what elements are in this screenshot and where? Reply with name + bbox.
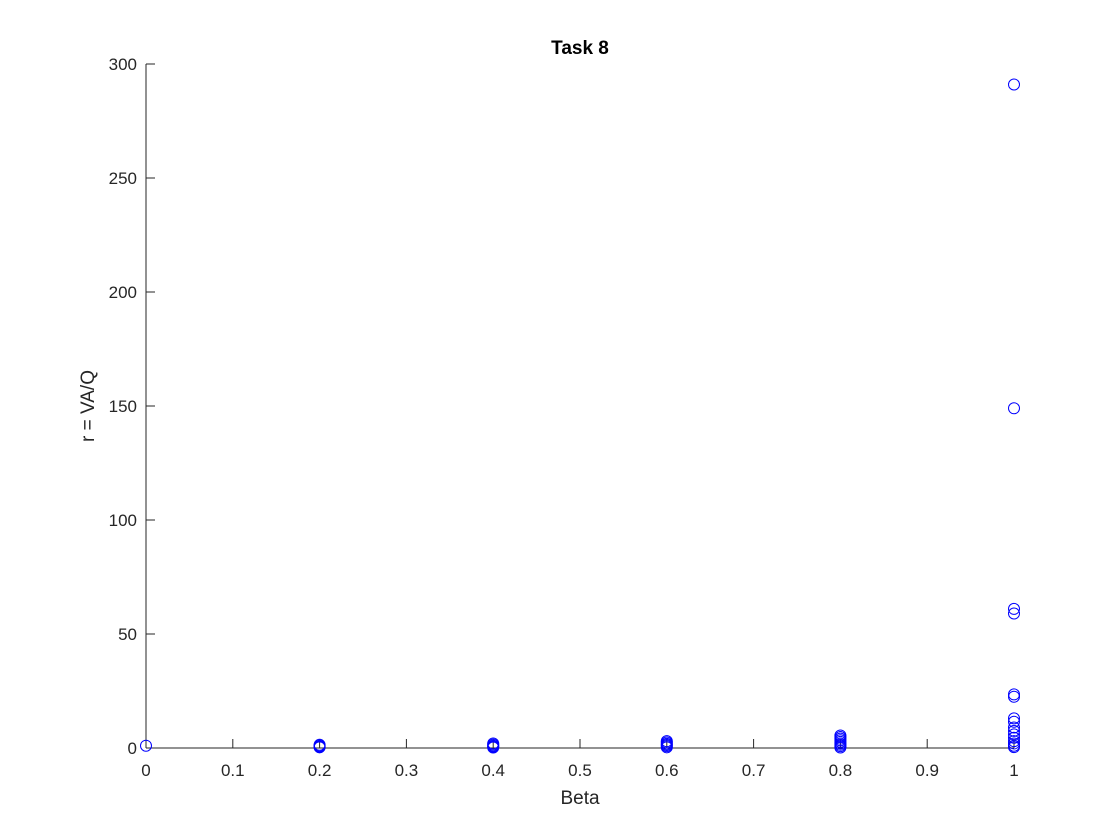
x-tick-label: 0.7 <box>742 761 766 780</box>
data-point <box>1008 78 1020 91</box>
y-tick-label: 0 <box>128 739 137 758</box>
data-point <box>1008 724 1020 737</box>
data-point <box>834 729 847 742</box>
data-point <box>1008 731 1020 744</box>
data-point <box>313 738 326 751</box>
ticks: 0 0.1 0.2 0.3 0.4 0.5 0.6 0.7 0.8 0.9 1 0 50 100 150 20… <box>109 55 1019 780</box>
y-axis-label: r = VA/Q <box>78 370 99 442</box>
y-tick-label: 50 <box>118 625 137 644</box>
x-tick-label: 0.4 <box>481 761 505 780</box>
x-tick-label: 0.1 <box>221 761 245 780</box>
x-axis-label: Beta <box>560 788 600 809</box>
data-point <box>1008 721 1020 734</box>
x-tick-label: 0.6 <box>655 761 679 780</box>
data-points <box>140 78 1020 754</box>
y-tick-label: 250 <box>109 169 137 188</box>
y-tick-label: 300 <box>109 55 137 74</box>
axes <box>145 64 1014 749</box>
data-point <box>487 737 500 750</box>
data-point <box>1008 690 1020 703</box>
data-point <box>1008 607 1020 620</box>
x-tick-label: 0 <box>141 761 150 780</box>
x-tick-label: 1 <box>1009 761 1018 780</box>
y-tick-label: 100 <box>109 511 137 530</box>
data-point <box>1008 602 1020 615</box>
data-point <box>140 739 152 752</box>
x-tick-label: 0.5 <box>568 761 592 780</box>
data-point <box>660 735 673 748</box>
chart-title: Task 8 <box>551 38 609 59</box>
data-point <box>1008 402 1020 415</box>
x-tick-label: 0.2 <box>308 761 332 780</box>
y-tick-label: 200 <box>109 283 137 302</box>
x-tick-label: 0.8 <box>829 761 853 780</box>
data-point <box>1008 741 1020 754</box>
x-tick-label: 0.3 <box>395 761 419 780</box>
y-tick-label: 150 <box>109 397 137 416</box>
x-tick-label: 0.9 <box>915 761 939 780</box>
data-point <box>1008 688 1020 701</box>
data-point <box>1008 712 1020 725</box>
data-point <box>1008 715 1020 728</box>
